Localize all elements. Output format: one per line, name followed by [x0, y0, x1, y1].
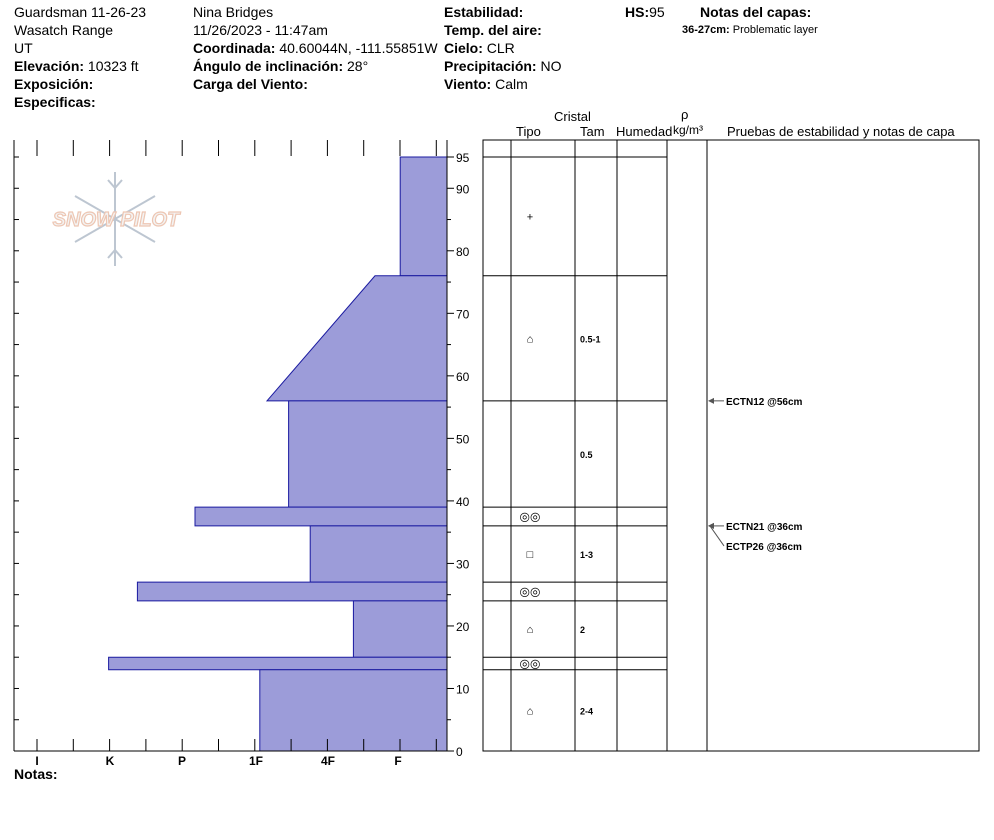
slope-angle: Ángulo de inclinación: 28° — [193, 58, 368, 74]
height-tick-label-60: 60 — [456, 370, 470, 384]
density-unit-header: kg/m³ — [673, 123, 703, 137]
coordinates-label: Coordinada: — [193, 40, 276, 56]
grain-type-symbol-0: + — [527, 211, 533, 223]
observation-datetime: 11/26/2023 - 11:47am — [193, 22, 328, 38]
tests-header: Pruebas de estabilidad y notas de capa — [727, 124, 955, 139]
coordinates-value: 40.60044N, -111.55851W — [279, 40, 438, 56]
grain-size-1: 0.5-1 — [580, 334, 601, 344]
height-tick-label-50: 50 — [456, 432, 470, 446]
slope-angle-label: Ángulo de inclinación: — [193, 58, 344, 74]
grain-type-symbol-3: ◎◎ — [520, 510, 541, 524]
height-tick-label-90: 90 — [456, 182, 470, 196]
hardness-bar-7 — [108, 656, 448, 671]
coordinates: Coordinada: 40.60044N, -111.55851W — [193, 40, 438, 56]
snow-height-label: HS: — [625, 4, 650, 20]
precipitation-label: Precipitación: — [444, 58, 537, 74]
hardness-label-K: K — [106, 754, 115, 768]
wind-loading-label: Carga del Viento: — [193, 76, 308, 92]
hardness-label-1F: 1F — [249, 754, 263, 768]
hardness-bar-2 — [288, 400, 448, 508]
layer-note-depth: 36-27cm: — [682, 24, 730, 36]
height-tick-label-95: 95 — [456, 151, 470, 165]
hardness-bar-6 — [352, 600, 448, 658]
stability-test-2: ECTP26 @36cm — [726, 542, 802, 553]
height-tick-label-30: 30 — [456, 557, 470, 571]
moisture-header: Humedad — [616, 124, 673, 139]
test-arrow-icon-0 — [708, 397, 714, 404]
hardness-label-I: I — [35, 754, 38, 768]
logo-text: SNOW PILOT — [53, 209, 181, 231]
grain-type-symbol-6: ⌂ — [527, 624, 534, 636]
grain-type-symbol-7: ◎◎ — [520, 656, 541, 670]
layer-notes-title: Notas del capas: — [700, 4, 812, 20]
elevation-value: 10323 ft — [87, 58, 139, 74]
hardness-bar-3 — [194, 506, 448, 527]
grain-type-symbol-1: ⌂ — [527, 333, 534, 345]
elevation-label: Elevación: — [14, 58, 85, 74]
sky-value: CLR — [486, 40, 515, 56]
test-arrow-icon-2 — [708, 522, 714, 529]
wind-label: Viento: — [444, 76, 492, 92]
air-temp-label: Temp. del aire: — [444, 22, 542, 38]
sky: Cielo: CLR — [444, 40, 517, 56]
test-leader-2 — [709, 525, 725, 547]
hardness-bar-1 — [265, 275, 448, 402]
size-header: Tam — [580, 124, 605, 139]
grain-size-2: 0.5 — [580, 450, 593, 460]
wind: Viento: Calm — [444, 76, 528, 92]
notes-label: Notas: — [14, 766, 58, 782]
height-tick-label-10: 10 — [456, 682, 470, 696]
layer-table-frame — [482, 139, 980, 752]
aspect-label: Exposición: — [14, 76, 94, 92]
grain-size-6: 2 — [580, 625, 585, 635]
height-tick-label-20: 20 — [456, 620, 470, 634]
state-name: UT — [14, 40, 33, 56]
type-header: Tipo — [516, 124, 541, 139]
height-tick-label-80: 80 — [456, 245, 470, 259]
hardness-bar-5 — [136, 581, 448, 602]
stability-test-1: ECTN21 @36cm — [726, 522, 803, 533]
snowpilot-logo: SNOW PILOT — [52, 172, 182, 266]
site-name: Guardsman 11-26-23 — [14, 4, 147, 20]
hardness-label-F: F — [394, 754, 401, 768]
height-tick-label-40: 40 — [456, 495, 470, 509]
precipitation: Precipitación: NO — [444, 58, 561, 74]
snowflake-icon — [74, 172, 156, 266]
stability-label: Estabilidad: — [444, 4, 524, 20]
observer-name: Nina Bridges — [193, 4, 274, 20]
grain-type-symbol-8: ⌂ — [527, 705, 534, 717]
height-tick-label-70: 70 — [456, 307, 470, 321]
layer-note-text: Problematic layer — [732, 24, 818, 36]
wind-value: Calm — [495, 76, 528, 92]
layer-note: 36-27cm: Problematic layer — [682, 24, 818, 37]
sky-label: Cielo: — [444, 40, 483, 56]
grain-size-4: 1-3 — [580, 550, 593, 560]
specifics-label: Especificas: — [14, 94, 96, 110]
snow-height-value: 95 — [649, 4, 665, 20]
precipitation-value: NO — [540, 58, 562, 74]
hardness-bar-8 — [259, 669, 448, 752]
grain-type-symbol-5: ◎◎ — [520, 585, 541, 599]
elevation: Elevación: 10323 ft — [14, 58, 139, 74]
crystal-header: Cristal — [554, 109, 591, 124]
height-tick-label-0: 0 — [456, 745, 463, 759]
range-name: Wasatch Range — [14, 22, 114, 38]
rho-header: ρ — [681, 107, 689, 122]
grain-size-8: 2-4 — [580, 706, 593, 716]
hardness-bar-4 — [309, 525, 448, 583]
slope-angle-value: 28° — [347, 58, 369, 74]
snow-height: HS:95 — [625, 4, 665, 20]
hardness-label-4F: 4F — [321, 754, 335, 768]
hardness-bar-0 — [399, 156, 448, 277]
grain-type-symbol-4: □ — [527, 549, 534, 561]
stability-test-0: ECTN12 @56cm — [726, 397, 803, 408]
hardness-label-P: P — [178, 754, 186, 768]
